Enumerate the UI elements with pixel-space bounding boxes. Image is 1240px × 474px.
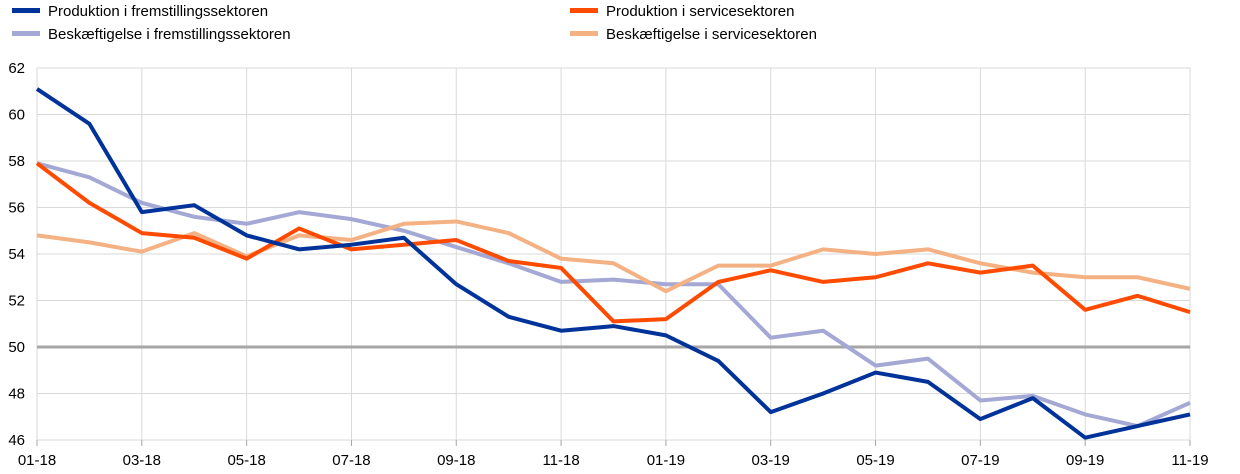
y-axis-tick-labels: 46 48 50 52 54 56 58 60 62 (8, 60, 25, 449)
legend-swatch-produktion-fremstilling (12, 8, 40, 13)
y-tick-label: 60 (8, 107, 25, 124)
legend-label-produktion-service: Produktion i servicesektoren (606, 3, 794, 20)
x-tick-label: 05-19 (856, 452, 894, 469)
x-tick-label: 01-18 (18, 452, 56, 469)
legend-item-beskaeftigelse-fremstilling: Beskæftigelse i fremstillingssektoren (12, 26, 291, 43)
x-tick-label: 09-18 (437, 452, 475, 469)
legend-label-produktion-fremstilling: Produktion i fremstillingssektoren (48, 3, 268, 20)
series-line-3 (36, 219, 1191, 294)
legend-item-beskaeftigelse-service: Beskæftigelse i servicesektoren (570, 26, 817, 43)
x-gridlines (36, 68, 1191, 446)
legend-swatch-produktion-service (570, 8, 598, 13)
y-tick-label: 56 (8, 200, 25, 217)
legend-label-beskaeftigelse-service: Beskæftigelse i servicesektoren (606, 26, 817, 43)
y-tick-label: 46 (8, 432, 25, 449)
series-line-1 (35, 161, 1191, 324)
legend-swatch-beskaeftigelse-fremstilling (12, 31, 40, 36)
series-line-0 (35, 87, 1191, 440)
y-tick-label: 62 (8, 60, 25, 77)
x-tick-label: 11-18 (542, 452, 579, 469)
y-tick-label: 54 (8, 246, 25, 263)
legend-item-produktion-service: Produktion i servicesektoren (570, 3, 794, 20)
x-tick-label: 03-18 (123, 452, 161, 469)
y-tick-label: 48 (8, 386, 25, 403)
legend-label-beskaeftigelse-fremstilling: Beskæftigelse i fremstillingssektoren (48, 26, 291, 43)
x-tick-label: 03-19 (752, 452, 790, 469)
series-line-2 (36, 161, 1191, 429)
x-axis-tick-labels: 01-18 03-18 05-18 07-18 09-18 11-18 01-19 03-19… (18, 452, 1209, 469)
y-tick-label: 58 (8, 153, 25, 170)
legend-swatch-beskaeftigelse-service (570, 31, 598, 36)
y-tick-label: 50 (8, 339, 25, 356)
legend: Produktion i fremstillingssektoren Produ… (12, 3, 817, 43)
x-tick-label: 09-19 (1066, 452, 1104, 469)
x-tick-label: 05-18 (227, 452, 265, 469)
series-lines (35, 87, 1191, 440)
x-tick-label: 01-19 (647, 452, 685, 469)
legend-item-produktion-fremstilling: Produktion i fremstillingssektoren (12, 3, 268, 20)
x-tick-label: 07-18 (332, 452, 370, 469)
y-tick-label: 52 (8, 293, 25, 310)
x-tick-label: 07-19 (961, 452, 999, 469)
x-tick-label: 11-19 (1171, 452, 1208, 469)
y-gridlines (37, 67, 1190, 441)
